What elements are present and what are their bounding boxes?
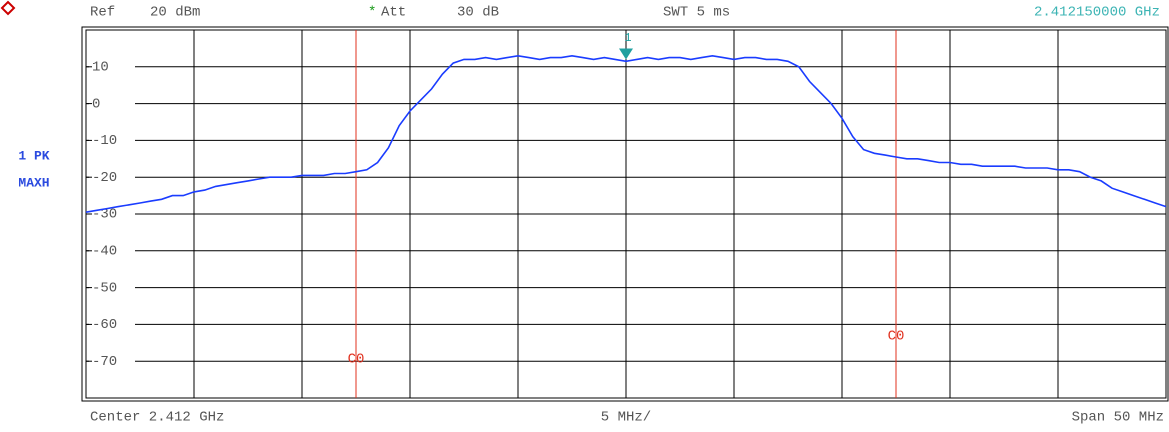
y-tick-label-bg <box>89 169 135 186</box>
trace-detector: MAXH <box>18 175 49 190</box>
marker <box>619 48 633 60</box>
marker-frequency: 2.412150000 GHz <box>1034 5 1160 21</box>
y-tick-label-bg <box>89 353 135 370</box>
trace <box>85 54 1167 213</box>
span: Span 50 MHz <box>1072 410 1164 426</box>
y-tick-label: 0 <box>92 96 100 112</box>
y-tick-label: -50 <box>92 280 117 296</box>
y-tick-label: -60 <box>92 317 117 333</box>
center-frequency: Center 2.412 GHz <box>90 410 224 426</box>
att-value: 30 dB <box>457 5 499 21</box>
channel-label: C0 <box>348 352 365 368</box>
y-tick-label-bg <box>89 95 135 112</box>
outer-frame <box>81 26 1169 402</box>
att-flag: * <box>368 5 376 21</box>
y-tick-label: -20 <box>92 170 117 186</box>
y-tick-label: -70 <box>92 354 117 370</box>
per-division: 5 MHz/ <box>601 410 651 426</box>
ref-level: 20 dBm <box>150 5 200 21</box>
y-tick-label-bg <box>89 279 135 296</box>
status-icon <box>0 0 16 16</box>
y-tick-label: -40 <box>92 244 117 260</box>
y-tick-label-bg <box>89 58 135 75</box>
att-label: Att <box>381 5 406 21</box>
trace-mode: 1 PK <box>18 148 49 163</box>
y-tick-label-bg <box>89 132 135 149</box>
channel-label: C0 <box>888 329 905 345</box>
y-tick-label: -10 <box>92 133 117 149</box>
y-tick-label-bg <box>89 316 135 333</box>
marker-label: 1 <box>624 31 631 45</box>
y-tick-label: 10 <box>92 60 109 76</box>
sweep-time: SWT 5 ms <box>663 5 730 21</box>
ref-label: Ref <box>90 5 115 21</box>
y-tick-label-bg <box>89 242 135 259</box>
